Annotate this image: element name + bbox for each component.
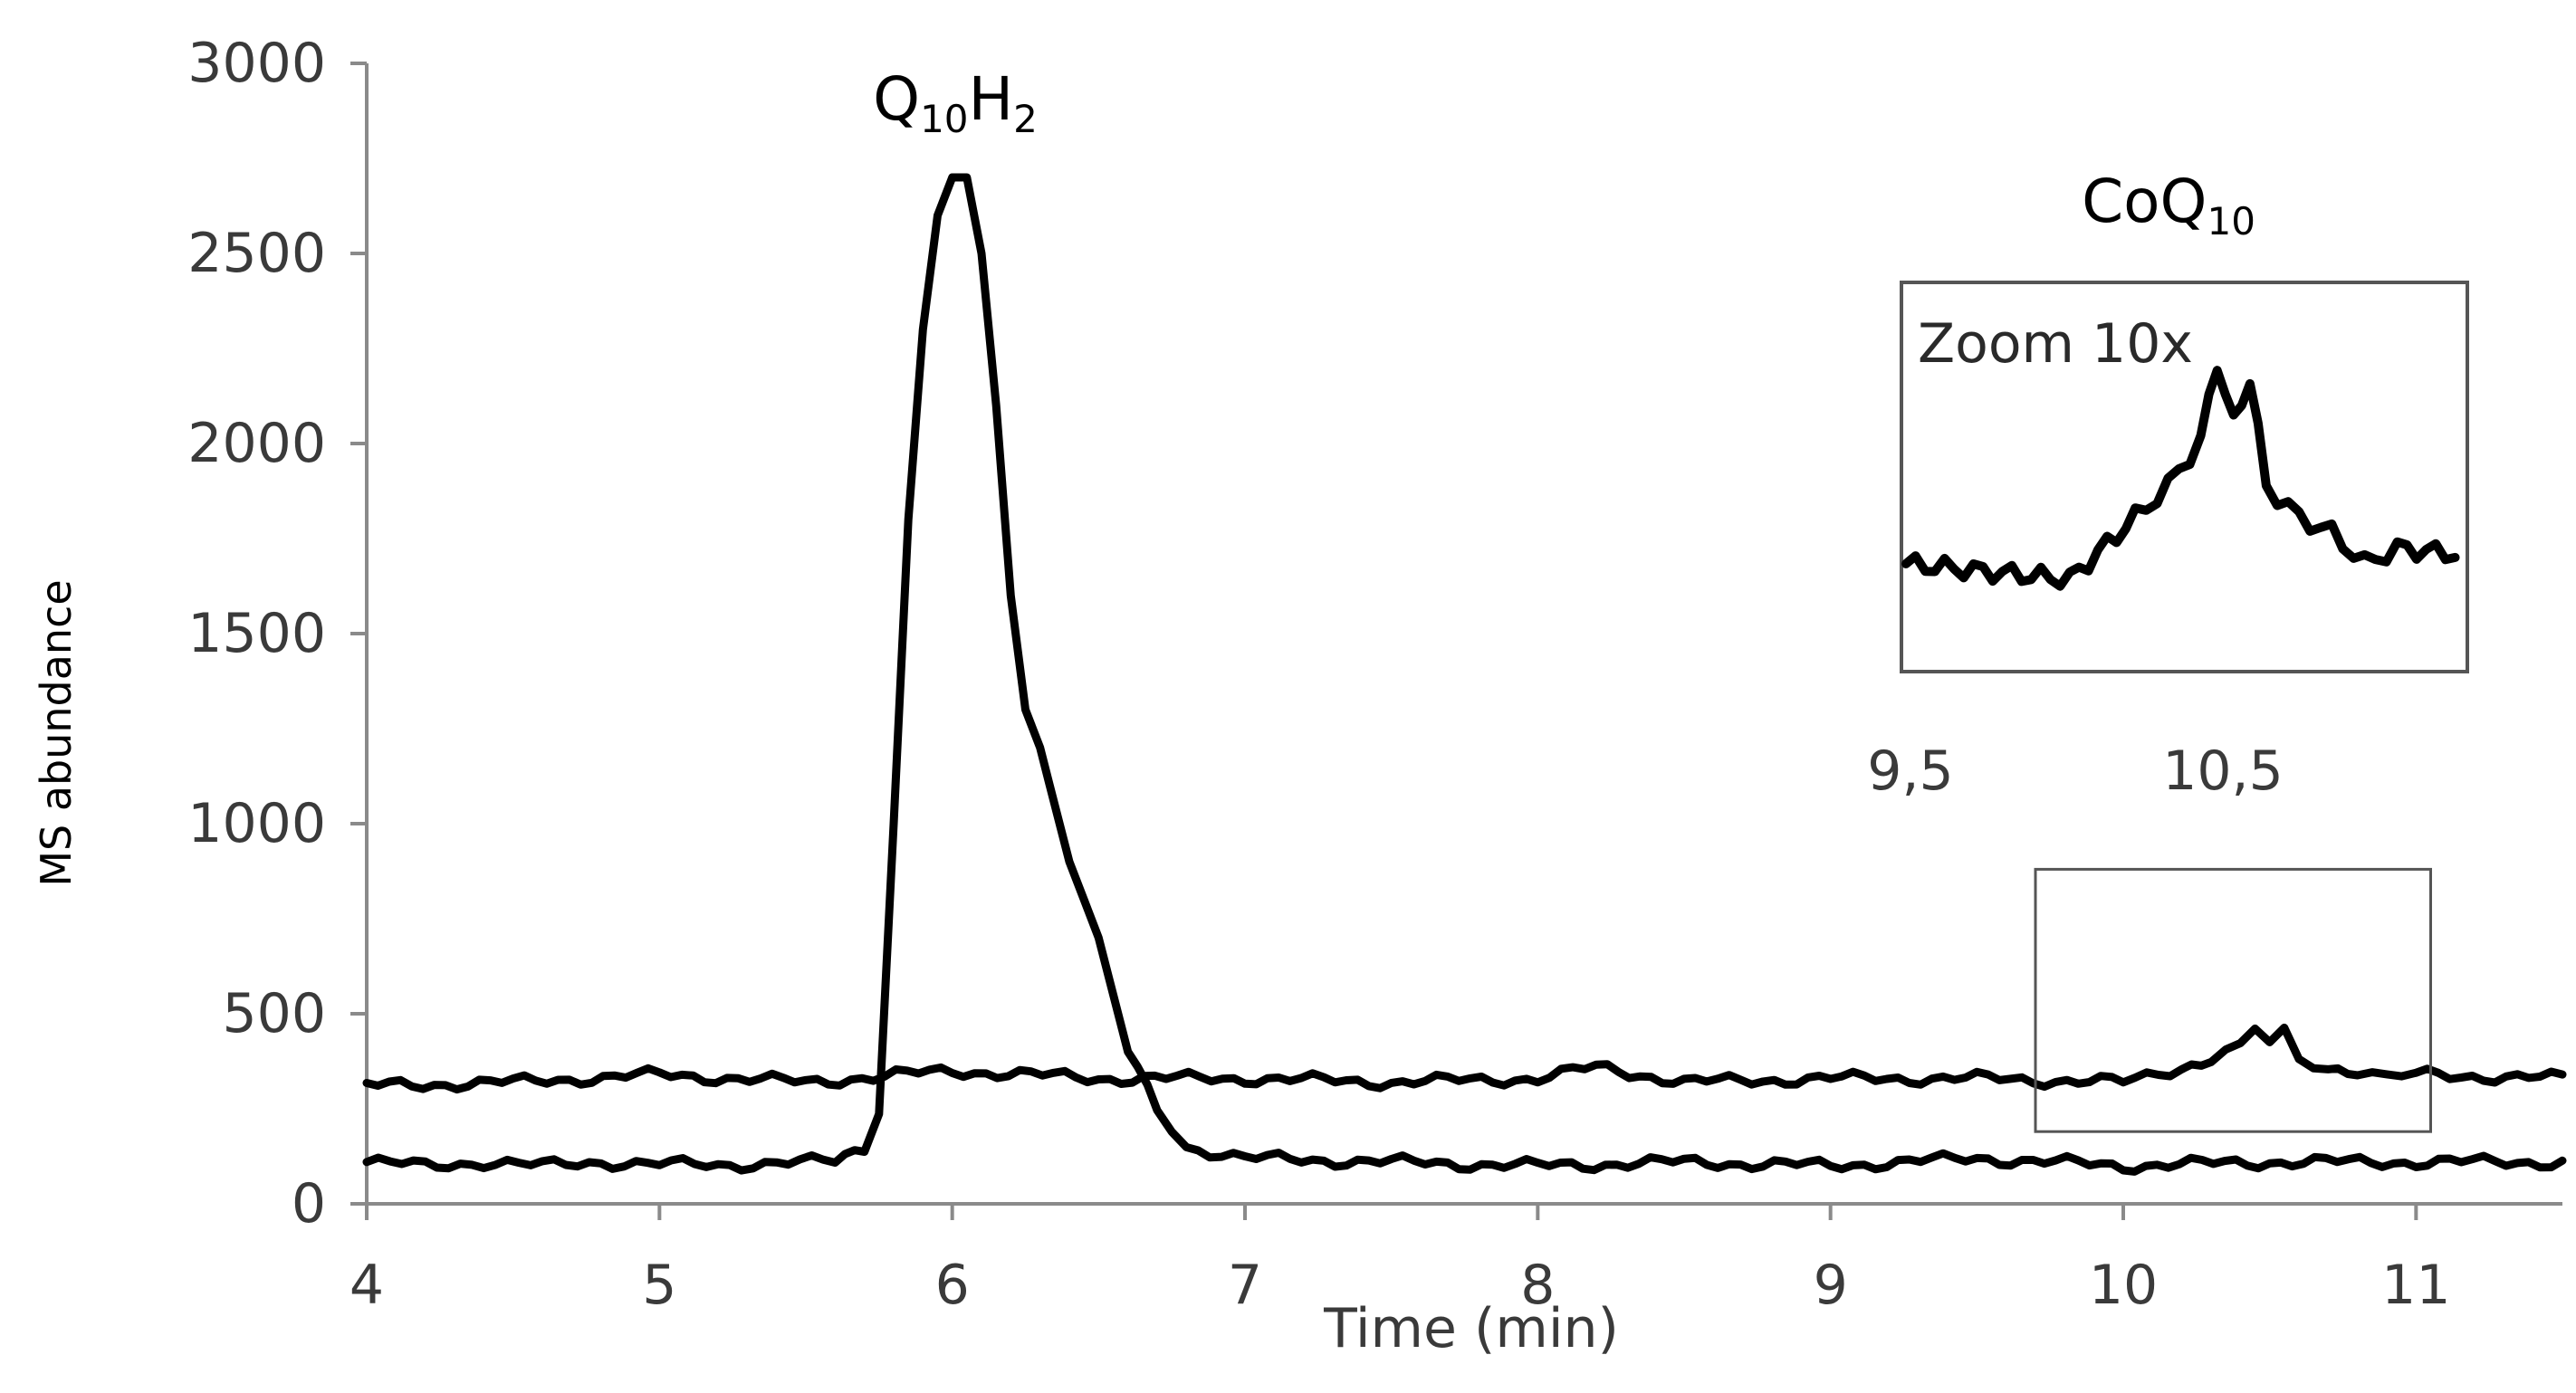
x-ticks: 4 5 6 7 8 9 10 11 [350, 1204, 2451, 1317]
y-tick-label: 1500 [187, 602, 326, 665]
peak-label-q10h2-base: Q [873, 64, 920, 134]
series-layer [362, 173, 2567, 1176]
inset-series-line [1901, 366, 2460, 591]
peak-label-q10h2: Q10H2 [873, 64, 1038, 141]
x-axis-label: Time (min) [1323, 1297, 1619, 1360]
x-tick-label: 4 [350, 1254, 384, 1317]
y-ticks: 0 500 1000 1500 2000 2500 3000 [187, 32, 367, 1236]
peak-label-q10h2-mid: H [969, 64, 1014, 134]
x-tick-label: 5 [642, 1254, 676, 1317]
x-tick-label: 7 [1228, 1254, 1262, 1317]
x-tick-label: 10 [2089, 1254, 2158, 1317]
series-line-1 [362, 173, 2567, 1176]
main-axes: 0 500 1000 1500 2000 2500 3000 4 5 6 7 8 9 10 11 [187, 32, 2562, 1317]
inset-frame [1900, 281, 2469, 673]
x-tick-label: 9 [1814, 1254, 1848, 1317]
peak-label-coq10: CoQ10 [2082, 167, 2255, 243]
y-axis-label: MS abundance [32, 579, 81, 886]
zoom-region-box [2034, 867, 2432, 1133]
y-tick-label: 0 [292, 1172, 326, 1236]
x-tick-label: 8 [1520, 1254, 1555, 1317]
inset-zoom-label: Zoom 10x [1918, 312, 2193, 376]
inset-tick-10-5: 10,5 [2162, 739, 2284, 803]
y-tick-label: 500 [222, 982, 326, 1045]
x-tick-label: 11 [2381, 1254, 2450, 1317]
peak-label-coq10-sub1: 10 [2207, 199, 2255, 243]
x-tick-label: 6 [935, 1254, 970, 1317]
inset-tick-9-5: 9,5 [1867, 739, 1953, 803]
series-line-2 [362, 1023, 2567, 1094]
peak-label-q10h2-sub2: 2 [1013, 97, 1038, 141]
y-tick-label: 3000 [187, 32, 326, 95]
peak-label-q10h2-sub1: 10 [920, 97, 968, 141]
y-tick-label: 2000 [187, 412, 326, 475]
y-tick-label: 1000 [187, 792, 326, 855]
y-tick-label: 2500 [187, 222, 326, 285]
inset-panel: Zoom 10x 9,5 10,5 [1867, 281, 2469, 803]
peak-label-coq10-base: CoQ [2082, 167, 2207, 236]
